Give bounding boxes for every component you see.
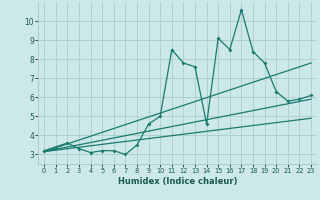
X-axis label: Humidex (Indice chaleur): Humidex (Indice chaleur) [118, 177, 237, 186]
